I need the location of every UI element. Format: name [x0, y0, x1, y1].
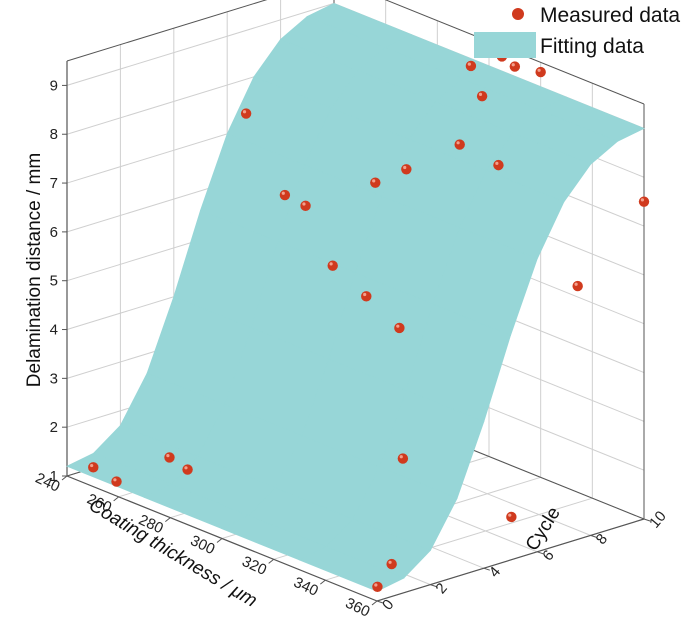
measured-point — [327, 260, 338, 271]
measured-point-highlight — [90, 463, 94, 468]
x-tick-label: 360 — [343, 595, 373, 621]
legend-label-measured: Measured data — [540, 4, 680, 27]
measured-point — [454, 139, 465, 150]
measured-point-highlight — [574, 282, 578, 286]
measured-point — [370, 177, 381, 188]
measured-point — [572, 280, 583, 292]
measured-point — [386, 558, 397, 570]
z-tick-label: 2 — [50, 419, 58, 436]
z-tick-label: 1 — [50, 468, 58, 485]
measured-point — [535, 66, 546, 78]
measured-point-highlight — [363, 292, 367, 297]
z-axis-title: Delamination distance / mm — [24, 153, 45, 387]
measured-point-highlight — [537, 68, 541, 72]
measured-point-highlight — [511, 63, 515, 67]
measured-point-highlight — [302, 202, 306, 206]
x-tick-mark — [320, 579, 326, 585]
measured-point — [506, 511, 517, 523]
measured-point-highlight — [113, 478, 117, 482]
z-tick-label: 4 — [50, 322, 58, 339]
fitting-surface — [66, 2, 645, 592]
x-tick-mark — [216, 538, 223, 543]
measured-point-highlight — [184, 466, 188, 470]
measured-point-highlight — [329, 262, 333, 266]
measured-point-highlight — [456, 141, 460, 145]
measured-point-highlight — [508, 513, 512, 517]
y-axis-title: Cycle — [522, 503, 565, 554]
y-tick-mark — [430, 584, 437, 588]
measured-point — [240, 108, 252, 119]
measured-points — [88, 51, 650, 593]
z-tick-label: 7 — [50, 175, 58, 192]
surface-cell — [298, 546, 405, 592]
measured-point-highlight — [281, 191, 285, 195]
measured-point — [372, 581, 383, 593]
measured-point — [361, 291, 372, 302]
y-tick-mark — [376, 600, 384, 604]
measured-point-highlight — [396, 324, 400, 328]
x-tick-mark — [61, 475, 68, 481]
back-edge — [66, 0, 268, 62]
y-tick-mark — [590, 534, 597, 538]
x-tick-label: 320 — [239, 553, 269, 579]
measured-point — [164, 452, 175, 463]
y-axis-line — [376, 518, 645, 602]
measured-point-highlight — [495, 161, 499, 165]
y-tick-label: 8 — [593, 531, 611, 548]
y-tick-mark — [483, 567, 490, 571]
measured-point-highlight — [242, 110, 247, 114]
measured-point-highlight — [403, 165, 407, 170]
measured-point-highlight — [372, 179, 376, 183]
z-tick-label: 5 — [50, 273, 58, 290]
legend-label-fitting: Fitting data — [540, 35, 644, 58]
measured-point-highlight — [399, 455, 403, 459]
z-tick-label: 8 — [50, 126, 58, 143]
measured-point-highlight — [388, 560, 392, 564]
measured-point — [401, 164, 412, 175]
measured-point — [394, 322, 405, 334]
measured-point-highlight — [467, 62, 471, 66]
z-tick-label: 9 — [50, 77, 58, 94]
legend-marker-measured — [512, 8, 524, 20]
measured-point — [300, 200, 311, 212]
measured-point — [88, 462, 99, 473]
z-tick-label: 3 — [50, 370, 58, 387]
y-tick-label: 10 — [646, 508, 670, 532]
y-tick-label: 2 — [432, 580, 450, 597]
measured-point-highlight — [478, 92, 483, 96]
measured-point — [493, 159, 504, 171]
measured-point-highlight — [166, 454, 170, 458]
measured-point — [509, 61, 521, 72]
measured-point — [465, 60, 477, 72]
measured-point — [397, 453, 409, 464]
measured-point — [279, 189, 291, 201]
legend: Measured data Fitting data — [474, 4, 680, 58]
z-tick-label: 6 — [50, 224, 58, 241]
y-tick-mark — [643, 518, 651, 522]
measured-point — [111, 476, 122, 487]
gridline-z-left — [66, 2, 335, 86]
measured-point — [638, 196, 650, 207]
x-tick-label: 240 — [33, 470, 63, 496]
x-tick-mark — [371, 600, 378, 606]
legend-swatch-fitting — [474, 32, 536, 58]
x-tick-mark — [268, 558, 274, 564]
y-tick-mark — [537, 551, 544, 555]
x-tick-label: 340 — [291, 574, 321, 600]
x-tick-mark — [113, 496, 119, 502]
y-tick-label: 0 — [379, 596, 397, 613]
measured-point-highlight — [640, 198, 645, 202]
measured-point — [182, 464, 193, 475]
measured-point — [476, 90, 488, 102]
x-tick-mark — [165, 517, 171, 523]
measured-point-highlight — [374, 583, 378, 587]
y-tick-label: 4 — [486, 563, 504, 580]
